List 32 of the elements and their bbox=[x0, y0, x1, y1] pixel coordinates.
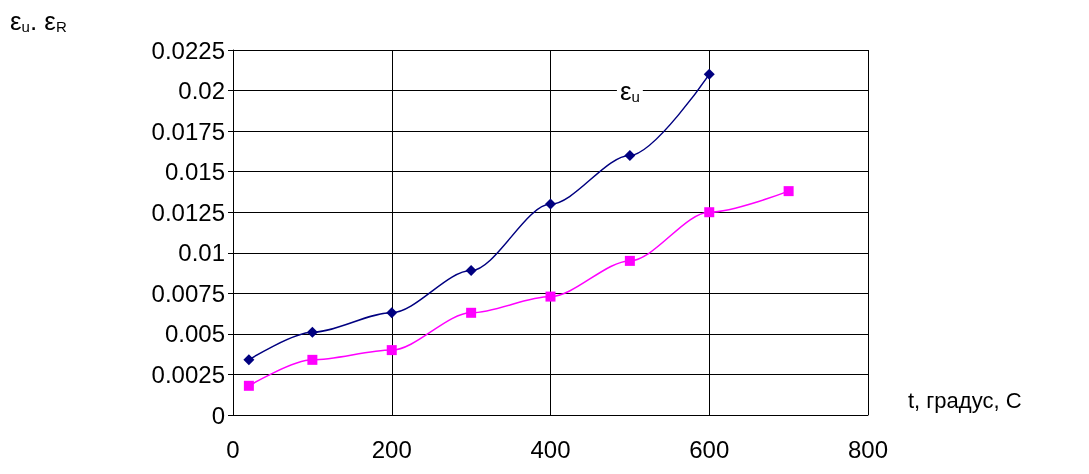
series-label: εu bbox=[619, 75, 640, 106]
y-tick-label: 0.005 bbox=[164, 320, 225, 348]
point bbox=[306, 326, 318, 338]
y-axis-title: εu. εR bbox=[10, 6, 67, 36]
y-tick-label: 0.0025 bbox=[151, 360, 225, 388]
point bbox=[545, 198, 556, 210]
y-tick-label: 0.01 bbox=[178, 239, 225, 267]
point bbox=[243, 354, 255, 366]
point bbox=[307, 354, 318, 365]
point bbox=[465, 265, 477, 277]
point bbox=[386, 345, 397, 356]
x-axis-title: t, градус, С bbox=[908, 387, 1022, 413]
point bbox=[386, 307, 398, 319]
y-tick-label: 0 bbox=[211, 401, 225, 429]
point bbox=[466, 307, 477, 318]
x-tick-label: 600 bbox=[689, 435, 730, 463]
y-tick-label: 0.0175 bbox=[151, 117, 225, 145]
x-tick-label: 800 bbox=[847, 435, 889, 463]
point bbox=[703, 68, 715, 80]
point bbox=[783, 186, 794, 197]
y-tick-label: 0.015 bbox=[164, 158, 225, 186]
y-tick-label: 0.0225 bbox=[151, 36, 225, 64]
point bbox=[624, 149, 636, 161]
y-tick-label: 0.0125 bbox=[151, 198, 225, 226]
point bbox=[704, 207, 715, 218]
point bbox=[624, 255, 635, 266]
y-tick-label: 0.0075 bbox=[151, 279, 225, 307]
point bbox=[545, 291, 556, 302]
y-tick-label: 0.02 bbox=[178, 77, 225, 105]
point bbox=[243, 380, 254, 391]
x-tick-label: 200 bbox=[371, 435, 412, 463]
x-tick-label: 400 bbox=[530, 435, 571, 463]
